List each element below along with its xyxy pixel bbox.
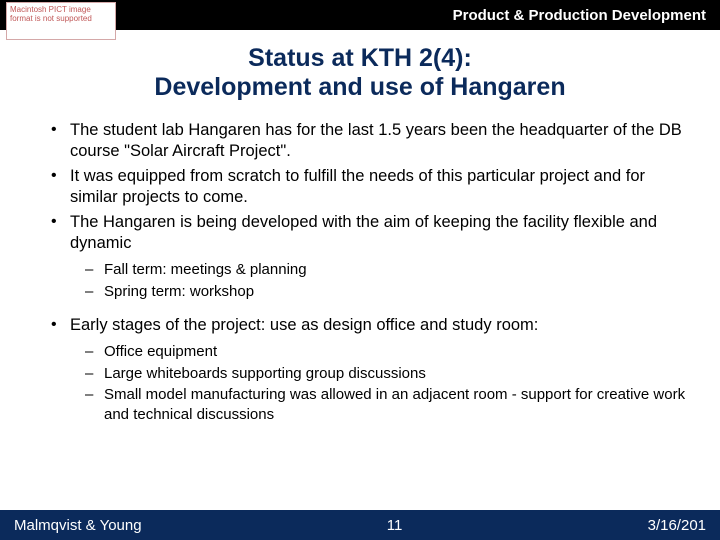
sub-bullet-item: Spring term: workshop	[82, 282, 688, 302]
title-line-2: Development and use of Hangaren	[0, 73, 720, 102]
footer-date: 3/16/201	[648, 517, 706, 534]
bullet-text: Early stages of the project: use as desi…	[70, 316, 538, 334]
sub-bullet-item: Office equipment	[82, 342, 688, 362]
bullet-list: The student lab Hangaren has for the las…	[48, 120, 688, 302]
bullet-list: Early stages of the project: use as desi…	[48, 315, 688, 424]
sub-bullet-item: Large whiteboards supporting group discu…	[82, 364, 688, 384]
sub-bullet-item: Small model manufacturing was allowed in…	[82, 385, 688, 424]
footer-bar: Malmqvist & Young 11 3/16/201	[0, 510, 720, 540]
pict-placeholder: Macintosh PICT image format is not suppo…	[6, 2, 116, 40]
footer-authors: Malmqvist & Young	[14, 517, 142, 534]
department-label: Product & Production Development	[453, 7, 706, 24]
sub-bullet-list: Office equipment Large whiteboards suppo…	[70, 342, 688, 424]
slide-content: The student lab Hangaren has for the las…	[0, 120, 720, 425]
bullet-item: The Hangaren is being developed with the…	[48, 212, 688, 301]
bullet-item: The student lab Hangaren has for the las…	[48, 120, 688, 162]
bullet-text: The Hangaren is being developed with the…	[70, 213, 657, 252]
sub-bullet-item: Fall term: meetings & planning	[82, 260, 688, 280]
bullet-item: Early stages of the project: use as desi…	[48, 315, 688, 424]
title-line-1: Status at KTH 2(4):	[0, 44, 720, 73]
footer-page-number: 11	[142, 517, 648, 534]
sub-bullet-list: Fall term: meetings & planning Spring te…	[70, 260, 688, 301]
slide-title: Status at KTH 2(4): Development and use …	[0, 44, 720, 102]
bullet-item: It was equipped from scratch to fulfill …	[48, 166, 688, 208]
